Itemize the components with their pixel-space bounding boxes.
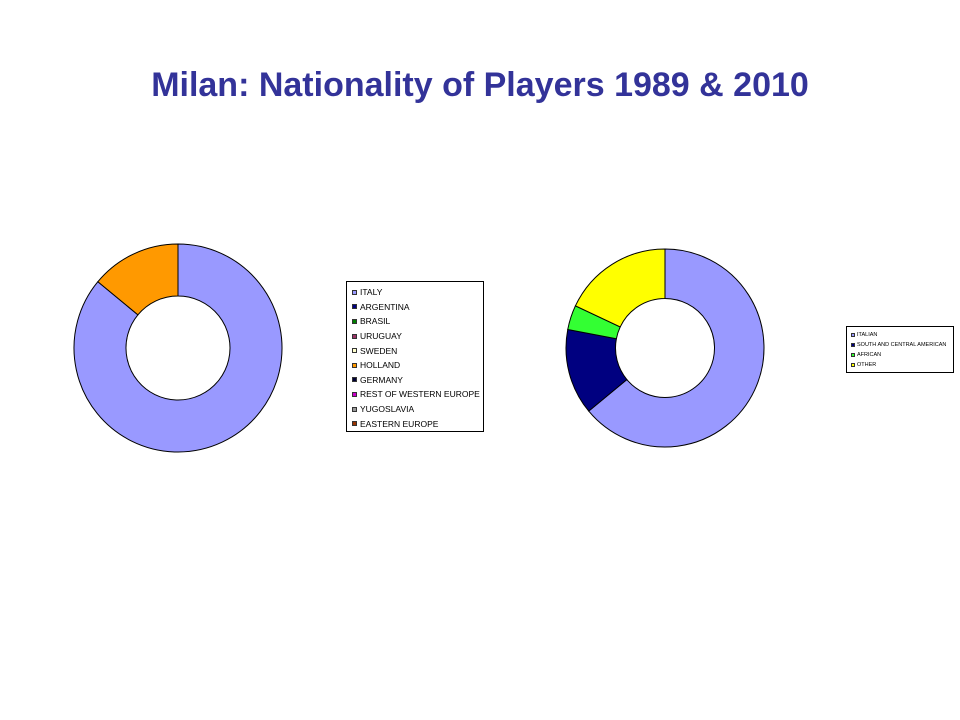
- legend-swatch: [851, 353, 855, 357]
- legend-item: EASTERN EUROPE: [352, 416, 483, 431]
- legend-swatch: [352, 304, 357, 310]
- legend-swatch: [352, 391, 357, 397]
- legend-label: ITALY: [360, 287, 383, 298]
- legend-label: EASTERN EUROPE: [360, 418, 439, 429]
- legend-label: BRASIL: [360, 316, 391, 327]
- legend-swatch: [851, 333, 855, 337]
- donut-slice-italian: [588, 248, 765, 448]
- legend-item: YUGOSLAVIA: [352, 402, 483, 417]
- legend-label: SWEDEN: [360, 345, 398, 356]
- legend-item: ARGENTINA: [352, 300, 483, 315]
- legend-swatch: [352, 421, 357, 427]
- legend-label: HOLLAND: [360, 360, 401, 371]
- legend-item: GERMANY: [352, 373, 483, 388]
- legend-swatch: [352, 318, 357, 324]
- legend-item: URUGUAY: [352, 329, 483, 344]
- legend-swatch: [352, 406, 357, 412]
- legend-item: ITALIAN: [851, 330, 953, 340]
- donut-chart-1989: [73, 243, 283, 453]
- legend-item: SOUTH AND CENTRAL AMERICAN: [851, 340, 953, 350]
- legend-1989: ITALY ARGENTINA BRASIL URUGUAY SWEDEN HOLLAND…: [346, 281, 484, 432]
- legend-swatch: [352, 333, 357, 339]
- donut-slice-other: [574, 248, 666, 328]
- legend-label: ARGENTINA: [360, 301, 410, 312]
- slide-title: Milan: Nationality of Players 1989 & 201…: [151, 66, 809, 104]
- legend-swatch: [352, 289, 357, 295]
- legend-item: OTHER: [851, 360, 953, 370]
- legend-swatch: [851, 363, 855, 367]
- donut-slice-holland: [97, 243, 179, 316]
- legend-label: GERMANY: [360, 374, 403, 385]
- legend-label: AFRICAN: [857, 352, 882, 358]
- legend-item: AFRICAN: [851, 350, 953, 360]
- legend-swatch: [851, 343, 855, 347]
- donut-slice-italy: [73, 243, 283, 453]
- legend-swatch: [352, 362, 357, 368]
- legend-item: BRASIL: [352, 314, 483, 329]
- donut-chart-2010: [565, 248, 765, 448]
- legend-label: REST OF WESTERN EUROPE: [360, 389, 480, 400]
- legend-item: ITALY: [352, 285, 483, 300]
- legend-label: SOUTH AND CENTRAL AMERICAN: [857, 342, 947, 348]
- legend-label: YUGOSLAVIA: [360, 404, 415, 415]
- legend-swatch: [352, 377, 357, 383]
- legend-label: ITALIAN: [857, 332, 878, 338]
- legend-item: REST OF WESTERN EUROPE: [352, 387, 483, 402]
- legend-swatch: [352, 348, 357, 354]
- legend-2010: ITALIAN SOUTH AND CENTRAL AMERICAN AFRICAN…: [846, 326, 954, 373]
- legend-label: OTHER: [857, 362, 877, 368]
- legend-item: HOLLAND: [352, 358, 483, 373]
- legend-label: URUGUAY: [360, 331, 402, 342]
- legend-item: SWEDEN: [352, 343, 483, 358]
